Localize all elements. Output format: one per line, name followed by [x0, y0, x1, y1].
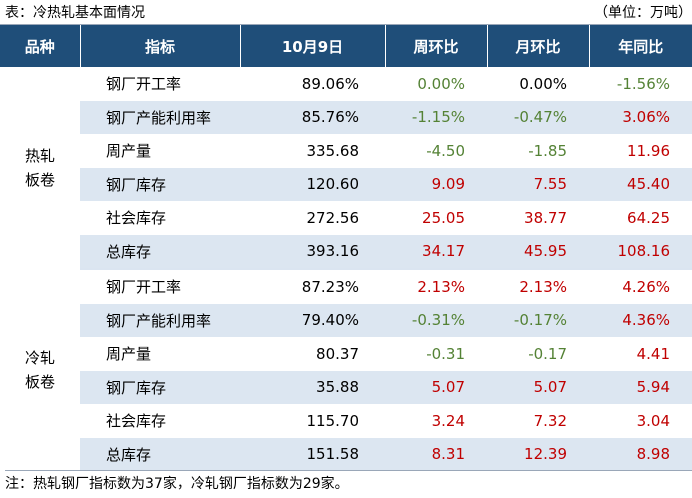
unit-label: （单位：万吨） [594, 5, 692, 21]
table-row: 总库存 151.58 8.31 12.39 8.98 [0, 437, 692, 471]
month-change: -1.85 [528, 141, 567, 160]
table-caption: 表：冷热轧基本面情况 （单位：万吨） [5, 2, 692, 24]
month-change: 7.32 [533, 411, 567, 430]
month-change: -0.17% [487, 303, 589, 337]
table-header: 品种 指标 10月9日 周环比 月环比 年同比 [0, 25, 692, 67]
month-change: 12.39 [487, 437, 589, 471]
week-change: -0.31% [385, 303, 487, 337]
year-change: 3.04 [636, 411, 670, 430]
month-change: -0.47% [487, 100, 589, 134]
week-change: -4.50 [426, 141, 465, 160]
header-row: 品种 指标 10月9日 周环比 月环比 年同比 [0, 25, 692, 67]
week-change: -1.15% [385, 100, 487, 134]
month-change: 2.13% [519, 277, 567, 296]
caption-divider [0, 24, 692, 25]
current-value: 120.60 [240, 167, 385, 201]
table-title: 表：冷热轧基本面情况 [5, 5, 145, 21]
year-change: 11.96 [627, 141, 670, 160]
week-change: 34.17 [385, 234, 487, 270]
table-row: 周产量 80.37 -0.31 -0.17 4.41 [0, 337, 692, 371]
year-change: 8.98 [589, 437, 692, 471]
variety-label-line1: 冷轧 [24, 349, 55, 367]
month-change: 5.07 [487, 370, 589, 404]
variety-label: 冷轧 板卷 [0, 269, 80, 471]
current-value: 335.68 [306, 141, 360, 160]
data-table-container: 品种 指标 10月9日 周环比 月环比 年同比 热轧 板卷 钢厂开工率 89.06% 0… [0, 25, 692, 471]
table-row: 总库存 393.16 34.17 45.95 108.16 [0, 234, 692, 270]
current-value: 115.70 [306, 411, 360, 430]
current-value: 151.58 [240, 437, 385, 471]
indicator-name: 社会库存 [106, 412, 167, 431]
week-change: 2.13% [417, 277, 465, 296]
header-year-change: 年同比 [589, 25, 692, 67]
current-value: 272.56 [306, 208, 360, 227]
month-change: -0.17 [528, 344, 567, 363]
year-change: 5.94 [589, 370, 692, 404]
table-row: 社会库存 272.56 25.05 38.77 64.25 [0, 201, 692, 235]
current-value: 87.23% [301, 277, 359, 296]
month-change: 0.00% [519, 74, 567, 93]
indicator-name: 周产量 [106, 142, 152, 161]
cold-rolled-group: 冷轧板卷 钢厂开工率 87.23% 2.13% 2.13% 4.26% 钢厂产能利用率 79.… [0, 269, 692, 471]
year-change: 4.41 [636, 344, 670, 363]
indicator-name: 总库存 [80, 234, 240, 270]
week-change: -0.31 [426, 344, 465, 363]
variety-label: 热轧 板卷 [0, 67, 80, 269]
year-change: 4.26% [622, 277, 670, 296]
month-change: 45.95 [487, 234, 589, 270]
week-change: 8.31 [385, 437, 487, 471]
footnote: 注：热轧钢厂指标数为37家，冷轧钢厂指标数为29家。 [5, 470, 692, 498]
current-value: 80.37 [316, 344, 359, 363]
year-change: 4.36% [589, 303, 692, 337]
variety-label-line2: 板卷 [24, 171, 55, 189]
indicator-name: 总库存 [80, 437, 240, 471]
week-change: 25.05 [422, 208, 465, 227]
header-indicator: 指标 [80, 25, 241, 67]
indicator-name: 周产量 [106, 345, 152, 364]
indicator-name: 钢厂产能利用率 [80, 100, 240, 134]
month-change: 7.55 [487, 167, 589, 201]
current-value: 393.16 [240, 234, 385, 270]
table-row: 钢厂库存 120.60 9.09 7.55 45.40 [0, 167, 692, 201]
indicator-name: 钢厂开工率 [106, 278, 182, 297]
week-change: 3.24 [431, 411, 465, 430]
year-change: 108.16 [589, 234, 692, 270]
variety-label-line2: 板卷 [24, 373, 55, 391]
indicator-name: 钢厂库存 [80, 370, 240, 404]
week-change: 0.00% [417, 74, 465, 93]
current-value: 79.40% [240, 303, 385, 337]
header-date: 10月9日 [240, 25, 386, 67]
table-row: 钢厂产能利用率 79.40% -0.31% -0.17% 4.36% [0, 303, 692, 337]
hot-rolled-group: 热轧板卷 钢厂开工率 89.06% 0.00% 0.00% -1.56% 钢厂产能利用率 85… [0, 67, 692, 270]
year-change: 45.40 [589, 167, 692, 201]
header-month-change: 月环比 [487, 25, 590, 67]
month-change: 38.77 [524, 208, 567, 227]
table-row: 周产量 335.68 -4.50 -1.85 11.96 [0, 134, 692, 168]
variety-label-line1: 热轧 [24, 147, 55, 165]
current-value: 89.06% [301, 74, 359, 93]
current-value: 35.88 [240, 370, 385, 404]
steel-fundamentals-table: 品种 指标 10月9日 周环比 月环比 年同比 热轧 板卷 钢厂开工率 89.06% 0… [0, 25, 692, 471]
week-change: 5.07 [385, 370, 487, 404]
header-week-change: 周环比 [385, 25, 488, 67]
indicator-name: 钢厂库存 [80, 167, 240, 201]
year-change: -1.56% [616, 74, 670, 93]
indicator-name: 钢厂开工率 [106, 75, 182, 94]
current-value: 85.76% [240, 100, 385, 134]
table-row: 钢厂库存 35.88 5.07 5.07 5.94 [0, 370, 692, 404]
indicator-name: 社会库存 [106, 209, 167, 228]
table-row: 钢厂产能利用率 85.76% -1.15% -0.47% 3.06% [0, 100, 692, 134]
table-row: 热轧板卷 钢厂开工率 89.06% 0.00% 0.00% -1.56% [0, 67, 692, 269]
week-change: 9.09 [385, 167, 487, 201]
header-variety: 品种 [0, 25, 81, 67]
table-row: 社会库存 115.70 3.24 7.32 3.04 [0, 404, 692, 438]
year-change: 64.25 [627, 208, 670, 227]
year-change: 3.06% [589, 100, 692, 134]
indicator-name: 钢厂产能利用率 [80, 303, 240, 337]
table-row: 冷轧板卷 钢厂开工率 87.23% 2.13% 2.13% 4.26% [0, 269, 692, 471]
